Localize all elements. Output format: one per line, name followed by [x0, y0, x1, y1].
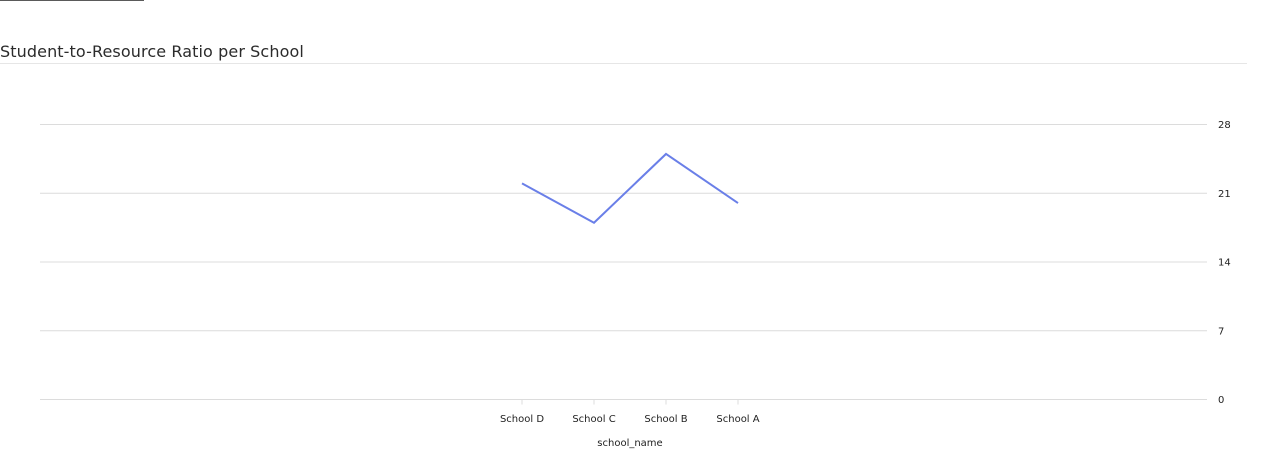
x-tick-label: School C: [572, 414, 615, 425]
series-line: [521, 152, 739, 224]
tab-underline: [0, 0, 144, 1]
y-tick-label: 14: [1218, 258, 1231, 269]
y-tick-label: 0: [1218, 395, 1224, 406]
x-tick-label: School B: [644, 414, 687, 425]
y-tick-label: 7: [1218, 326, 1224, 337]
x-tick-label: School A: [716, 414, 759, 425]
title-divider: [0, 63, 1247, 64]
x-axis-label: school_name: [597, 438, 662, 449]
y-tick-label: 28: [1218, 120, 1231, 131]
y-tick-label: 21: [1218, 189, 1231, 200]
chart-title: Student-to-Resource Ratio per School: [0, 42, 304, 61]
x-tick-label: School D: [500, 414, 544, 425]
